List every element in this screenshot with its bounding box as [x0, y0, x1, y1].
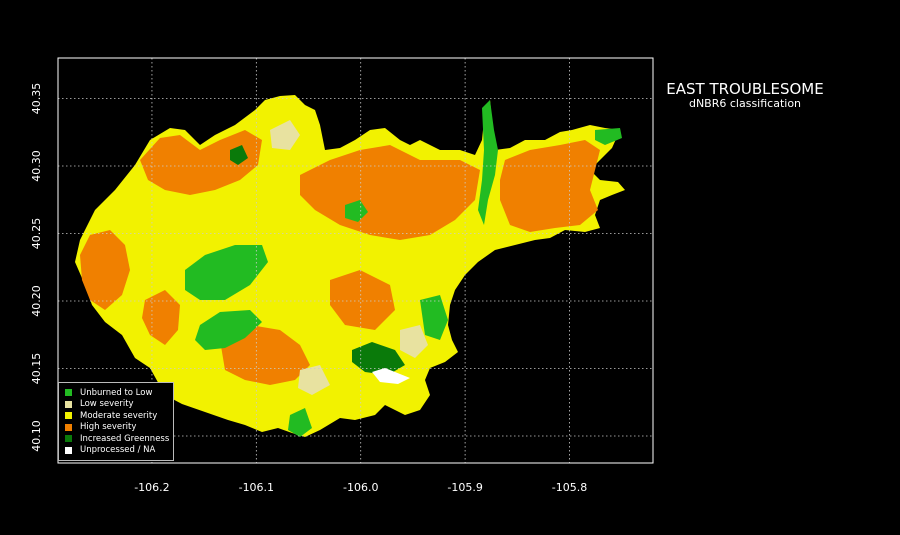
- unburned-area-south: [288, 408, 312, 437]
- plot-frame: [57, 57, 654, 464]
- high-severity-area-midsouth: [330, 270, 395, 330]
- y-tick-label: 40.20: [30, 285, 43, 317]
- legend-swatch: [65, 412, 72, 420]
- increased-greenness-area: [352, 342, 405, 375]
- high-severity-area-south: [220, 325, 310, 385]
- legend-swatch: [65, 389, 72, 397]
- legend-swatch: [65, 435, 72, 443]
- legend: Unburned to Low Low severity Moderate se…: [58, 382, 174, 461]
- unburned-area-north-finger: [478, 100, 498, 225]
- y-tick-label: 40.35: [30, 83, 43, 115]
- unburned-area-east-tip: [595, 128, 622, 145]
- legend-item: Increased Greenness: [65, 433, 170, 445]
- legend-item: High severity: [65, 422, 167, 434]
- map-subtitle: dNBR6 classification: [688, 97, 802, 110]
- high-severity-area-west: [80, 230, 130, 310]
- low-severity-area-1: [270, 120, 300, 150]
- high-severity-area-east: [500, 140, 600, 232]
- legend-label: High severity: [80, 422, 137, 433]
- y-tick-label: 40.10: [30, 420, 43, 452]
- legend-item: Unprocessed / NA: [65, 445, 167, 457]
- x-tick-label: -106.0: [343, 481, 378, 494]
- legend-swatch: [65, 446, 72, 454]
- unburned-area-west: [185, 245, 268, 300]
- low-severity-area-3: [298, 365, 330, 395]
- high-severity-area-southwest: [142, 290, 180, 345]
- legend-swatch: [65, 400, 72, 408]
- x-tick-label: -106.1: [239, 481, 274, 494]
- high-severity-area-north: [140, 130, 262, 195]
- unprocessed-area: [372, 368, 410, 384]
- increased-greenness-area-2: [230, 145, 248, 165]
- low-severity-area-2: [400, 325, 428, 358]
- legend-label: Low severity: [80, 399, 134, 410]
- x-tick-label: -106.2: [134, 481, 169, 494]
- legend-label: Unburned to Low: [80, 387, 153, 398]
- unburned-area-southeast: [420, 295, 448, 340]
- legend-item: Unburned to Low: [65, 387, 167, 399]
- legend-label: Moderate severity: [80, 410, 158, 421]
- y-tick-label: 40.15: [30, 353, 43, 385]
- legend-swatch: [65, 423, 72, 431]
- unburned-area-southwest: [195, 310, 262, 350]
- y-tick-label: 40.30: [30, 150, 43, 182]
- x-tick-label: -105.8: [552, 481, 587, 494]
- map-title: EAST TROUBLESOME: [666, 80, 824, 98]
- unburned-area-spot: [345, 200, 368, 222]
- y-tick-label: 40.25: [30, 218, 43, 250]
- x-tick-label: -105.9: [447, 481, 482, 494]
- legend-item: Low severity: [65, 399, 167, 411]
- legend-item: Moderate severity: [65, 410, 167, 422]
- axis-ticks: -106.2 -106.1 -106.0 -105.9 -105.8 40.10 40.15…: [30, 83, 587, 494]
- legend-label: Increased Greenness: [80, 433, 170, 444]
- legend-label: Unprocessed / NA: [80, 445, 156, 456]
